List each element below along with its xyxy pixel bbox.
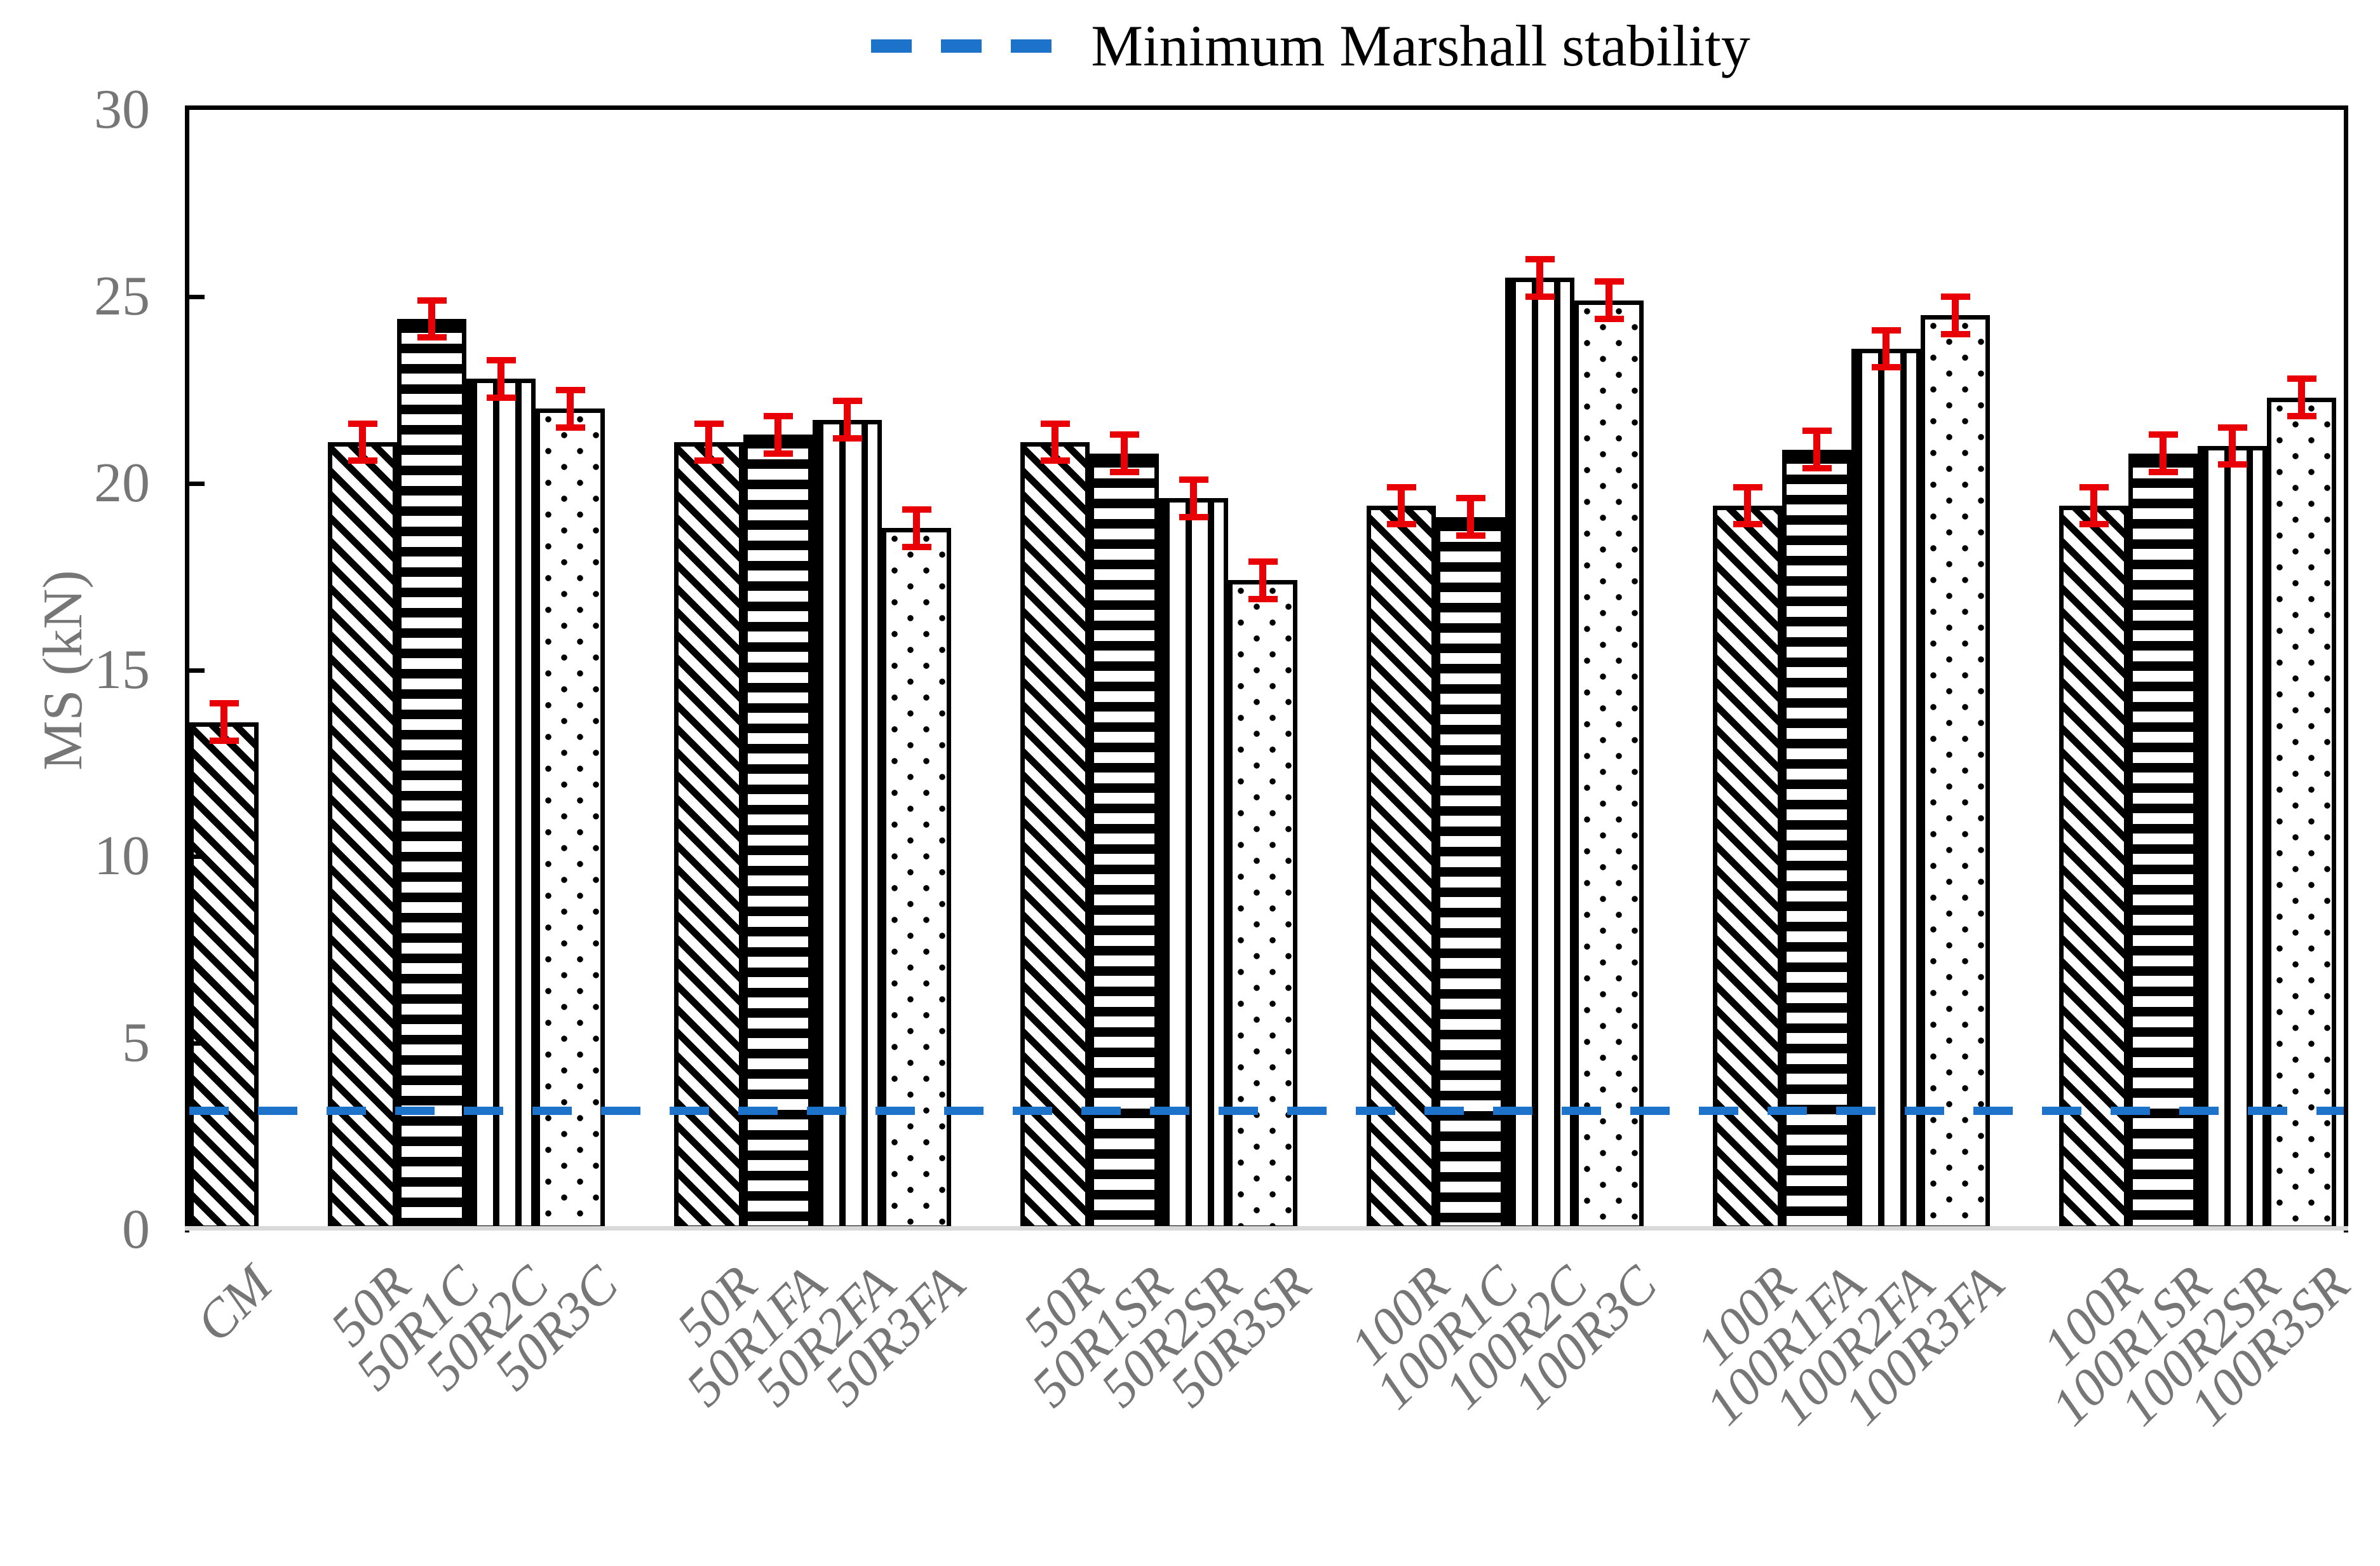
error-bar-stem	[2090, 487, 2097, 525]
bar-50R2SR	[1159, 498, 1228, 1230]
marshall-stability-bar-chart: Minimum Marshall stability MS (kN) 0 5 10 1…	[32, 14, 2380, 1437]
error-bar-cap	[1940, 330, 1970, 337]
error-bar-cap	[1040, 457, 1070, 464]
error-bar-stem	[428, 300, 435, 338]
error-bar-stem	[1259, 562, 1266, 599]
error-bar-cap	[417, 334, 447, 341]
error-bar-stem	[1536, 259, 1543, 297]
legend-dashed-line-sample	[871, 39, 1052, 53]
error-bar-stem	[2229, 427, 2236, 465]
bar-CM	[189, 722, 259, 1230]
error-bar-cap	[1386, 521, 1416, 528]
error-bar-stem	[1467, 498, 1474, 536]
error-bar-stem	[220, 703, 227, 741]
error-bar-cap	[555, 424, 585, 431]
bar-100R	[1367, 505, 1436, 1230]
y-axis-line	[185, 105, 189, 1232]
bar-100R3FA	[1921, 315, 1990, 1230]
error-bar-stem	[2298, 379, 2305, 416]
error-bar-stem	[1121, 435, 1128, 473]
error-bar-cap	[1456, 532, 1485, 539]
error-bar-cap	[2079, 521, 2109, 528]
bar-100R2SR	[2198, 445, 2267, 1230]
error-bar-cap	[832, 435, 862, 442]
bar-50R1FA	[743, 435, 813, 1230]
y-axis-tick-label: 5	[122, 1012, 150, 1074]
bar-50R2C	[466, 379, 536, 1230]
y-axis-tick-label: 25	[94, 265, 150, 327]
error-bar-stem	[1398, 487, 1405, 525]
y-axis-tick-label: 30	[94, 79, 150, 140]
error-bar-stem	[1190, 479, 1197, 517]
error-bar-cap	[2287, 412, 2316, 419]
error-bar-cap	[1179, 513, 1208, 520]
error-bar-cap	[1733, 521, 1762, 528]
legend: Minimum Marshall stability	[121, 14, 2380, 78]
y-axis-tick-label: 10	[94, 825, 150, 888]
error-bar-cap	[348, 457, 377, 464]
error-bar-stem	[774, 415, 781, 454]
y-axis-tick	[189, 854, 205, 860]
legend-label: Minimum Marshall stability	[1091, 13, 1750, 78]
error-bar-cap	[694, 457, 724, 464]
minimum-marshall-stability-line	[189, 1106, 2344, 1115]
error-bar-cap	[2217, 461, 2247, 468]
bar-50R1C	[397, 319, 466, 1230]
bar-100R2FA	[1851, 349, 1921, 1230]
bar-50R	[328, 442, 397, 1230]
error-bar-cap	[1525, 293, 1555, 300]
error-bar-cap	[209, 738, 239, 745]
plot-top-spine	[185, 105, 2348, 110]
error-bar-stem	[1883, 330, 1890, 368]
bar-50R3SR	[1228, 580, 1297, 1230]
error-bar-stem	[1051, 423, 1058, 461]
error-bar-stem	[844, 401, 851, 439]
y-axis-tick	[189, 481, 205, 486]
error-bar-stem	[705, 423, 712, 461]
bar-50R	[1020, 442, 1090, 1230]
legend-dash-icon	[941, 39, 982, 53]
error-bar-stem	[1744, 487, 1751, 525]
bar-100R3SR	[2267, 397, 2336, 1230]
bar-100R	[2059, 505, 2128, 1230]
x-axis-line	[185, 1226, 2348, 1231]
error-bar-cap	[902, 543, 931, 550]
bar-100R3C	[1574, 300, 1644, 1230]
bar-100R2C	[1505, 278, 1574, 1230]
bar-100R1C	[1436, 516, 1505, 1230]
bar-50R	[674, 442, 743, 1230]
y-axis-tick	[189, 668, 205, 673]
error-bar-cap	[1802, 465, 1832, 472]
y-axis-tick-label: 15	[94, 638, 150, 701]
error-bar-stem	[1606, 281, 1613, 320]
error-bar-cap	[1871, 364, 1901, 371]
error-bar-stem	[913, 509, 920, 547]
y-axis-tick-label: 0	[122, 1199, 150, 1260]
error-bar-cap	[1109, 469, 1139, 476]
legend-dash-icon	[871, 39, 912, 53]
bar-50R1SR	[1090, 453, 1159, 1230]
y-axis-tick	[189, 1041, 205, 1046]
y-axis-tick	[189, 294, 205, 299]
bar-50R3C	[536, 408, 605, 1230]
error-bar-cap	[1594, 316, 1624, 323]
error-bar-stem	[359, 423, 366, 461]
error-bar-stem	[2160, 435, 2167, 473]
legend-dash-icon	[1011, 39, 1052, 53]
error-bar-cap	[486, 394, 516, 401]
error-bar-stem	[1952, 296, 1959, 334]
error-bar-cap	[763, 450, 793, 457]
bar-50R3FA	[882, 528, 951, 1230]
y-axis-tick-label: 20	[94, 452, 150, 514]
error-bar-stem	[1813, 431, 1820, 469]
bar-100R	[1713, 505, 1782, 1230]
error-bar-cap	[1248, 595, 1278, 602]
bar-100R1FA	[1782, 449, 1851, 1230]
error-bar-stem	[497, 360, 504, 398]
plot-right-spine	[2344, 105, 2348, 1232]
bar-50R2FA	[813, 419, 882, 1230]
error-bar-cap	[2148, 469, 2178, 476]
error-bar-stem	[567, 389, 574, 428]
